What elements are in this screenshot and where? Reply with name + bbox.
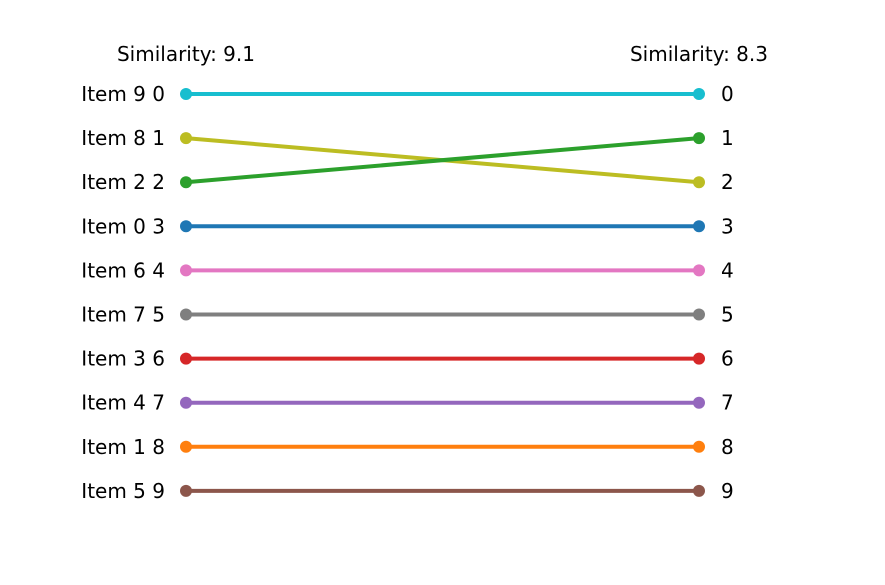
right-rank-label: 3 bbox=[721, 214, 734, 238]
left-rank-label: Item 9 0 bbox=[81, 82, 165, 106]
left-rank-label: Item 0 3 bbox=[81, 214, 165, 238]
left-rank-label: Item 6 4 bbox=[81, 258, 165, 282]
right-rank-label: 6 bbox=[721, 347, 734, 371]
series-point-left-3 bbox=[180, 220, 192, 233]
right-rank-label: 2 bbox=[721, 170, 734, 194]
left-rank-label: Item 4 7 bbox=[81, 391, 165, 415]
left-rank-label: Item 8 1 bbox=[81, 126, 165, 150]
left-rank-label: Item 5 9 bbox=[81, 479, 165, 503]
right-rank-label: 4 bbox=[721, 258, 734, 282]
series-point-right-4 bbox=[693, 264, 705, 277]
right-axis-title: Similarity: 8.3 bbox=[630, 42, 768, 66]
left-rank-label: Item 2 2 bbox=[81, 170, 165, 194]
left-rank-label: Item 7 5 bbox=[81, 303, 165, 327]
series-lines bbox=[185, 92, 700, 493]
right-rank-label: 1 bbox=[721, 126, 734, 150]
right-rank-label: 5 bbox=[721, 303, 734, 327]
series-points bbox=[180, 88, 705, 497]
left-rank-label: Item 1 8 bbox=[81, 435, 165, 459]
series-point-left-4 bbox=[180, 264, 192, 277]
left-rank-label: Item 3 6 bbox=[81, 347, 165, 371]
series-point-right-1 bbox=[693, 176, 705, 189]
series-point-left-7 bbox=[180, 396, 192, 409]
right-rank-label: 8 bbox=[721, 435, 734, 459]
series-point-right-8 bbox=[693, 440, 705, 453]
series-point-right-9 bbox=[693, 484, 705, 497]
right-rank-label: 7 bbox=[721, 391, 734, 415]
series-point-left-0 bbox=[180, 88, 192, 100]
series-point-right-3 bbox=[693, 220, 705, 233]
right-rank-label: 9 bbox=[721, 479, 734, 503]
series-point-right-6 bbox=[693, 352, 705, 365]
left-axis-title: Similarity: 9.1 bbox=[117, 42, 255, 66]
series-point-right-0 bbox=[693, 88, 705, 100]
series-point-right-5 bbox=[693, 308, 705, 321]
series-line-2 bbox=[185, 136, 700, 185]
series-point-right-2 bbox=[693, 132, 705, 145]
series-point-left-1 bbox=[180, 132, 192, 145]
series-point-left-9 bbox=[180, 484, 192, 497]
right-rank-labels: 0 1 2 3 4 5 6 7 8 9 bbox=[721, 82, 734, 503]
left-rank-labels: Item 9 0 Item 8 1 Item 2 2 Item 0 3 Item 6 4… bbox=[81, 82, 165, 503]
series-point-left-5 bbox=[180, 308, 192, 321]
series-point-right-7 bbox=[693, 396, 705, 409]
series-point-left-8 bbox=[180, 440, 192, 453]
right-rank-label: 0 bbox=[721, 82, 734, 106]
series-point-left-6 bbox=[180, 352, 192, 365]
series-point-left-2 bbox=[180, 176, 192, 189]
